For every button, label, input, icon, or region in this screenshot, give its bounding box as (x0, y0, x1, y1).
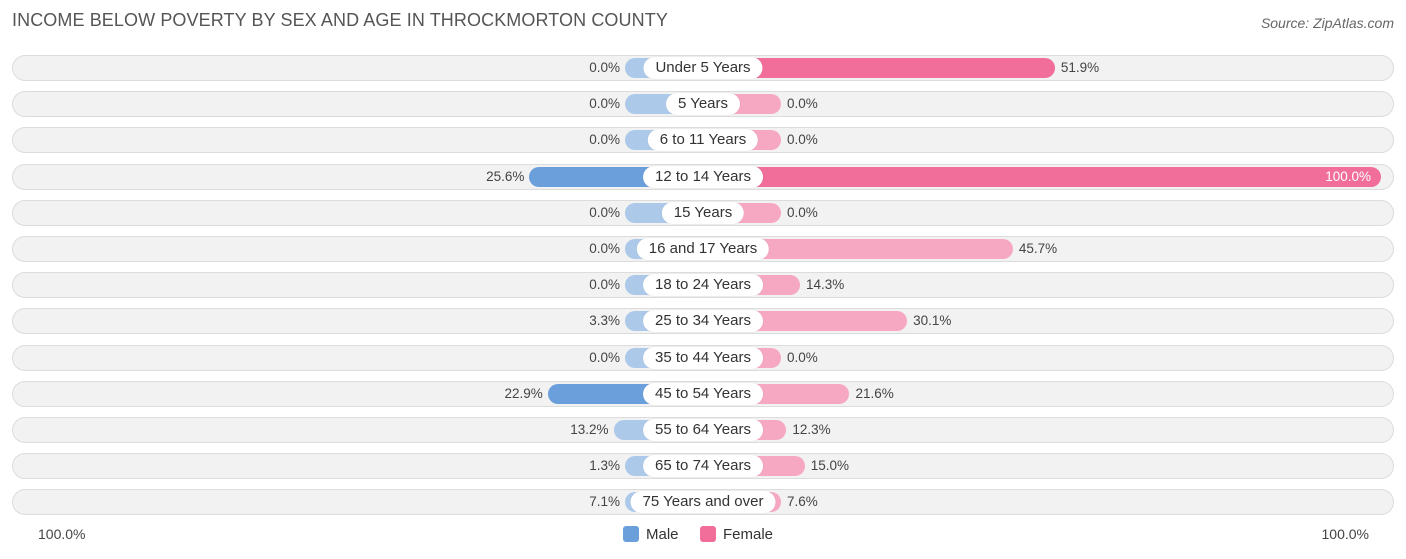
label-female-value: 21.6% (855, 386, 894, 401)
legend-female: Female (700, 524, 773, 544)
category-label: 6 to 11 Years (647, 129, 759, 151)
axis-left-label: 100.0% (38, 526, 86, 542)
label-female-value: 0.0% (787, 96, 818, 111)
label-female-value: 0.0% (787, 132, 818, 147)
category-label: 55 to 64 Years (643, 419, 763, 441)
label-male-value: 25.6% (486, 169, 525, 184)
category-label: 18 to 24 Years (643, 274, 763, 296)
category-label: 35 to 44 Years (643, 347, 763, 369)
label-female-value: 45.7% (1018, 241, 1058, 256)
legend-female-swatch (700, 526, 716, 542)
legend-male-label: Male (646, 525, 679, 543)
label-male-value: 0.0% (589, 205, 620, 220)
label-male-value: 0.0% (589, 350, 620, 365)
bar-female (703, 58, 1055, 78)
label-male-value: 1.3% (589, 458, 620, 473)
chart-source: Source: ZipAtlas.com (1260, 15, 1394, 31)
category-label: 25 to 34 Years (643, 310, 763, 332)
bar-female (703, 239, 1013, 259)
label-female-value: 14.3% (805, 277, 845, 292)
label-male-value: 0.0% (589, 277, 620, 292)
category-label: 5 Years (665, 93, 741, 115)
label-female-value: 100.0% (1325, 169, 1371, 184)
legend-female-label: Female (723, 525, 774, 543)
category-label: 16 and 17 Years (636, 238, 770, 260)
label-female-value: 0.0% (787, 350, 818, 365)
legend-male: Male (623, 524, 679, 544)
label-male-value: 0.0% (589, 241, 620, 256)
label-female-value: 15.0% (810, 458, 849, 473)
category-label: 12 to 14 Years (643, 166, 763, 188)
label-male-value: 22.9% (504, 386, 543, 401)
chart-title: INCOME BELOW POVERTY BY SEX AND AGE IN T… (12, 10, 668, 30)
label-female-value: 30.1% (913, 313, 952, 328)
label-male-value: 0.0% (589, 132, 620, 147)
category-label: 65 to 74 Years (643, 455, 763, 477)
category-label: 75 Years and over (630, 491, 776, 513)
category-label: 45 to 54 Years (643, 383, 763, 405)
label-female-value: 51.9% (1060, 60, 1100, 75)
legend-male-swatch (623, 526, 639, 542)
label-female-value: 12.3% (792, 422, 831, 437)
category-label: 15 Years (661, 202, 745, 224)
label-male-value: 3.3% (589, 313, 620, 328)
label-male-value: 7.1% (589, 494, 620, 509)
label-male-value: 0.0% (589, 96, 620, 111)
label-male-value: 13.2% (570, 422, 609, 437)
label-female-value: 0.0% (787, 205, 818, 220)
bar-female (703, 167, 1381, 187)
axis-right-label: 100.0% (1321, 526, 1369, 542)
category-label: Under 5 Years (643, 57, 763, 79)
label-female-value: 7.6% (787, 494, 818, 509)
label-male-value: 0.0% (589, 60, 620, 75)
